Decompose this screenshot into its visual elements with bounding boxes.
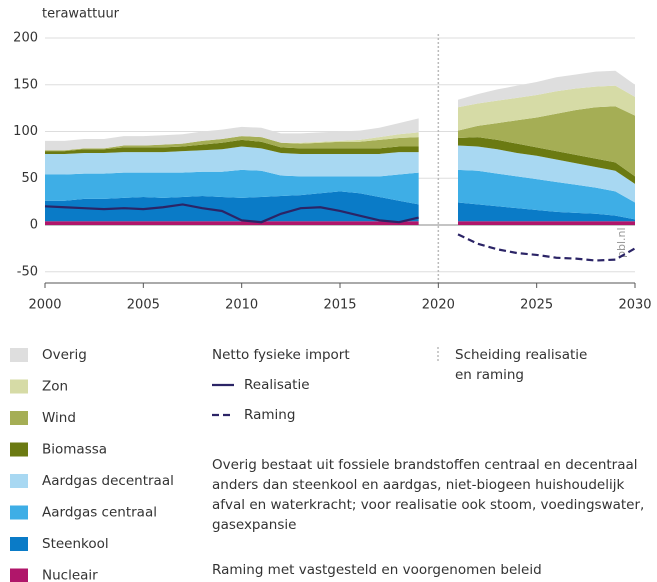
y-tick-label: 200 <box>13 31 38 46</box>
area <box>458 70 635 108</box>
legend-swatch <box>10 411 28 425</box>
y-tick-label: 150 <box>13 77 38 92</box>
legend-label: Aardgas centraal <box>42 505 157 521</box>
legend-label: Realisatie <box>244 377 310 393</box>
legend-swatch <box>10 442 28 457</box>
area <box>458 221 635 225</box>
legend-label: Aardgas decentraal <box>42 473 174 489</box>
y-tick-label: 50 <box>21 171 38 186</box>
x-tick-label: 2020 <box>422 297 455 312</box>
area <box>45 221 419 225</box>
legend-label: Zon <box>42 379 68 395</box>
legend-label: Wind <box>42 410 76 426</box>
area <box>45 132 419 151</box>
separator-label: Scheiding realisatie en raming <box>455 347 588 383</box>
legend-label: Overig <box>42 347 87 363</box>
x-tick-label: 2000 <box>28 297 61 312</box>
x-tick-label: 2015 <box>323 297 356 312</box>
x-tick-label: 2030 <box>618 297 651 312</box>
area <box>45 139 419 154</box>
legend-swatch <box>10 505 28 520</box>
x-tick-label: 2025 <box>520 297 553 312</box>
y-tick-label: -50 <box>17 264 38 279</box>
legend-label: Biomassa <box>42 442 107 458</box>
area <box>45 191 419 222</box>
legend-swatch <box>10 348 28 362</box>
area <box>45 136 419 152</box>
legend-label: Steenkool <box>42 536 109 552</box>
legend-swatch <box>10 537 28 551</box>
x-tick-label: 2010 <box>225 297 258 312</box>
legend-swatch <box>10 568 28 582</box>
area <box>458 145 635 203</box>
legend-label: Nucleair <box>42 568 98 582</box>
lines-legend-title: Netto fysieke import <box>212 347 350 363</box>
area <box>458 202 635 222</box>
area <box>458 85 635 131</box>
line <box>457 233 636 262</box>
x-tick-label: 2005 <box>127 297 160 312</box>
area <box>458 169 635 220</box>
watermark: pbl.nl <box>615 227 628 258</box>
legend-swatch <box>10 474 28 488</box>
line <box>44 203 419 224</box>
area <box>458 137 635 184</box>
legend-label: Raming <box>244 407 295 423</box>
y-tick-label: 0 <box>30 218 38 233</box>
y-tick-label: 100 <box>13 124 38 139</box>
note: Raming met vastgesteld en voorgenomen be… <box>212 562 542 578</box>
note: Overig bestaat uit fossiele brandstoffen… <box>212 457 645 533</box>
legend-swatch <box>10 379 28 394</box>
area <box>45 169 419 205</box>
area <box>45 118 419 151</box>
y-axis-label: terawattuur <box>42 7 120 22</box>
area <box>458 106 635 177</box>
